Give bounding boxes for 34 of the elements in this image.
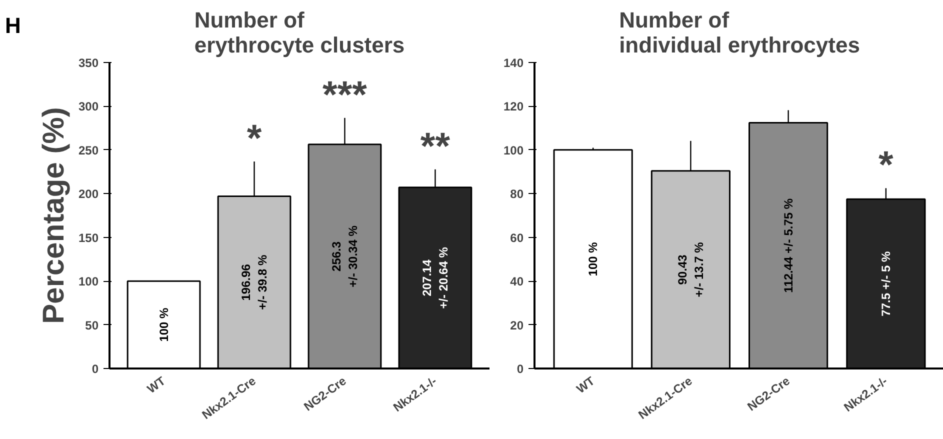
y-tick-label: 0 xyxy=(92,362,99,376)
data-label: 77.5 +/- 5 % xyxy=(878,250,893,316)
y-tick-label: 40 xyxy=(510,274,524,289)
y-tick-label: 250 xyxy=(78,143,99,158)
data-label: 256.3 +/- 30.34 % xyxy=(329,225,360,288)
data-label: 100 % xyxy=(586,242,600,276)
y-tick-label: 300 xyxy=(78,100,99,114)
y-tick-label: 50 xyxy=(85,318,99,332)
x-tick-label: WT xyxy=(144,373,168,396)
y-tick-label: 140 xyxy=(503,56,524,70)
y-tick-label: 60 xyxy=(510,230,524,245)
data-label: 112.44 +/- 5.75 % xyxy=(781,198,796,293)
data-label: 207.14 +/- 20.64 % xyxy=(420,246,451,309)
data-label: 90.43 +/- 13.7 % xyxy=(675,242,706,298)
y-axis-title: Percentage (%) xyxy=(37,107,70,324)
y-tick-label: 120 xyxy=(503,100,524,114)
y-tick-label: 150 xyxy=(78,230,99,245)
chart-title: Number of erythrocyte clusters xyxy=(194,8,405,58)
y-tick-label: 0 xyxy=(516,362,524,376)
y-tick-label: 20 xyxy=(510,318,524,332)
x-tick-label: WT xyxy=(574,373,598,396)
annotation: * xyxy=(878,144,894,187)
y-tick-label: 100 xyxy=(78,274,99,289)
data-label: 196.96 +/- 39.8 % xyxy=(238,254,270,310)
y-tick-label: 200 xyxy=(78,187,99,202)
chart-title: Number of individual erythrocytes xyxy=(619,8,860,58)
y-tick-label: 350 xyxy=(78,56,99,70)
text: H xyxy=(5,12,21,40)
data-label: 100 % xyxy=(156,307,171,342)
annotation: * xyxy=(246,118,262,160)
annotation: *** xyxy=(322,74,368,116)
annotation: ** xyxy=(420,126,450,168)
y-tick-label: 100 xyxy=(503,143,524,158)
y-tick-label: 80 xyxy=(510,187,524,202)
